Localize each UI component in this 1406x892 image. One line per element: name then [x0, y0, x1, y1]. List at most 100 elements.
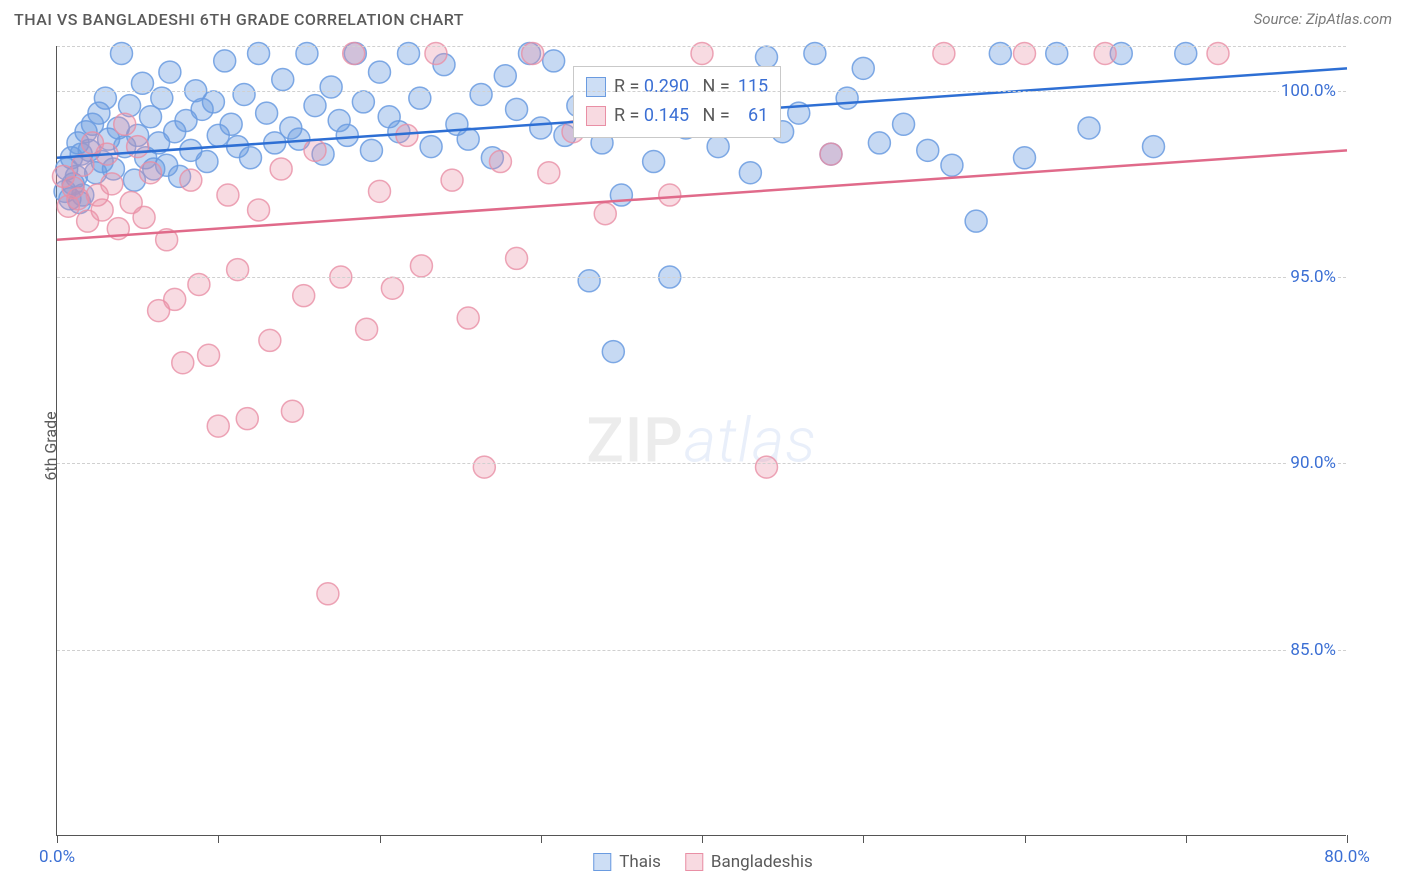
data-point: [489, 151, 511, 173]
legend-swatch: [593, 853, 611, 871]
data-point: [441, 169, 463, 191]
data-point: [133, 206, 155, 228]
data-point: [320, 76, 342, 98]
data-point: [91, 199, 113, 221]
data-point: [270, 158, 292, 180]
legend-row: R = 0.290 N = 115: [586, 73, 768, 102]
data-point: [396, 124, 418, 146]
data-point: [272, 69, 294, 91]
data-point: [965, 210, 987, 232]
data-point: [236, 408, 258, 430]
data-point: [1143, 136, 1165, 158]
data-point: [643, 151, 665, 173]
data-point: [1078, 117, 1100, 139]
legend-swatch: [586, 106, 606, 126]
data-point: [256, 102, 278, 124]
x-tick-label: 80.0%: [1324, 847, 1370, 867]
data-point: [356, 318, 378, 340]
data-point: [610, 184, 632, 206]
data-point: [659, 184, 681, 206]
data-point: [494, 65, 516, 87]
legend-row: R = 0.145 N = 61: [586, 102, 768, 131]
plot-area: ZIPatlas R = 0.290 N = 115R = 0.145 N = …: [56, 46, 1346, 836]
data-point: [578, 270, 600, 292]
legend-swatch: [586, 77, 606, 97]
data-point: [506, 247, 528, 269]
gridline: [57, 650, 1346, 651]
data-point: [543, 50, 565, 72]
data-point: [101, 173, 123, 195]
legend-label: Thais: [619, 852, 661, 872]
chart-header: THAI VS BANGLADESHI 6TH GRADE CORRELATIO…: [0, 0, 1406, 40]
chart-title: THAI VS BANGLADESHI 6TH GRADE CORRELATIO…: [14, 10, 464, 40]
data-point: [707, 136, 729, 158]
data-point: [180, 169, 202, 191]
data-point: [369, 180, 391, 202]
legend-item: Thais: [593, 852, 661, 872]
data-point: [352, 91, 374, 113]
data-point: [198, 344, 220, 366]
x-tick: [1347, 835, 1348, 843]
gridline: [57, 277, 1346, 278]
plot-svg: [57, 46, 1346, 835]
data-point: [202, 91, 224, 113]
data-point: [304, 139, 326, 161]
x-tick: [702, 835, 703, 843]
data-point: [317, 583, 339, 605]
data-point: [127, 136, 149, 158]
x-tick: [863, 835, 864, 843]
data-point: [248, 199, 270, 221]
series-legend: Thais Bangladeshis: [593, 852, 812, 872]
data-point: [756, 456, 778, 478]
correlation-legend: R = 0.290 N = 115R = 0.145 N = 61: [573, 66, 781, 138]
data-point: [594, 203, 616, 225]
data-point: [506, 98, 528, 120]
data-point: [281, 400, 303, 422]
x-tick: [57, 835, 58, 843]
data-point: [473, 456, 495, 478]
x-tick: [1186, 835, 1187, 843]
data-point: [259, 329, 281, 351]
data-point: [159, 61, 181, 83]
data-point: [240, 147, 262, 169]
data-point: [114, 113, 136, 135]
data-point: [602, 341, 624, 363]
legend-item: Bangladeshis: [685, 852, 813, 872]
data-point: [852, 57, 874, 79]
data-point: [220, 113, 242, 135]
data-point: [941, 154, 963, 176]
data-point: [233, 83, 255, 105]
data-point: [360, 139, 382, 161]
data-point: [1014, 147, 1036, 169]
x-tick: [541, 835, 542, 843]
data-point: [172, 352, 194, 374]
data-point: [538, 162, 560, 184]
data-point: [530, 117, 552, 139]
y-tick-label: 95.0%: [1288, 267, 1338, 287]
data-point: [739, 162, 761, 184]
gridline: [57, 463, 1346, 464]
data-point: [457, 307, 479, 329]
data-point: [820, 143, 842, 165]
data-point: [470, 83, 492, 105]
x-tick: [1025, 835, 1026, 843]
data-point: [457, 128, 479, 150]
data-point: [304, 95, 326, 117]
data-point: [917, 139, 939, 161]
data-point: [756, 46, 778, 68]
data-point: [293, 285, 315, 307]
data-point: [217, 184, 239, 206]
data-point: [410, 255, 432, 277]
data-point: [336, 124, 358, 146]
data-point: [868, 132, 890, 154]
data-point: [369, 61, 391, 83]
data-point: [207, 415, 229, 437]
data-point: [140, 162, 162, 184]
chart-source: Source: ZipAtlas.com: [1254, 10, 1392, 40]
data-point: [381, 277, 403, 299]
x-tick: [218, 835, 219, 843]
legend-label: Bangladeshis: [711, 852, 813, 872]
x-tick: [380, 835, 381, 843]
data-point: [214, 50, 236, 72]
data-point: [164, 288, 186, 310]
